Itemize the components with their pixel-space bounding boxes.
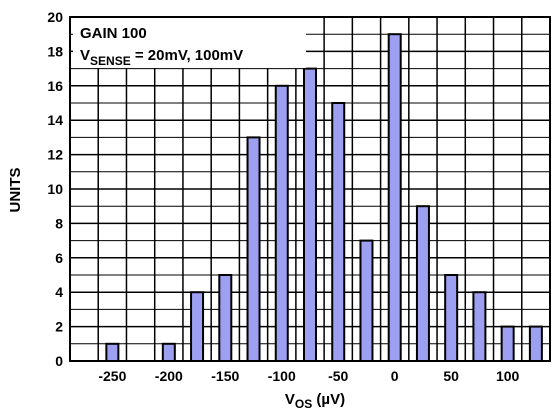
annotation-box xyxy=(73,18,306,68)
x-tick-label: 0 xyxy=(391,368,399,384)
bar xyxy=(415,205,430,362)
bars xyxy=(105,33,543,363)
x-axis-title-sub: OS xyxy=(295,397,312,411)
x-tick-label: 100 xyxy=(496,368,520,384)
y-tick-label: 0 xyxy=(55,353,63,369)
bar xyxy=(161,342,176,362)
x-axis-title: VOS (µV) xyxy=(285,391,345,411)
annotation-gain: GAIN 100 xyxy=(80,25,147,42)
bar xyxy=(444,274,459,362)
bar xyxy=(500,325,515,363)
y-tick-label: 6 xyxy=(55,250,63,266)
y-tick-label: 14 xyxy=(47,112,63,128)
x-tick-label: -50 xyxy=(328,368,348,384)
y-tick-label: 20 xyxy=(47,9,63,25)
bar xyxy=(359,239,374,363)
y-axis-title: UNITS xyxy=(7,168,24,213)
annotation-vsense-main: V xyxy=(80,47,90,64)
x-tick-label: -100 xyxy=(268,368,296,384)
bar xyxy=(303,67,317,362)
annotation-vsense-sub: SENSE xyxy=(90,54,131,68)
x-tick-label: 50 xyxy=(443,368,459,384)
bar xyxy=(105,342,120,362)
y-tick-label: 16 xyxy=(47,78,63,94)
y-tick-label: 2 xyxy=(55,319,63,335)
bar xyxy=(331,102,346,362)
y-tick-label: 4 xyxy=(55,284,63,300)
x-tick-label: -250 xyxy=(98,368,126,384)
y-tick-label: 8 xyxy=(55,215,63,231)
annotation-vsense-rest: = 20mV, 100mV xyxy=(131,47,243,64)
bar xyxy=(274,84,289,363)
annotation-vsense: VSENSE = 20mV, 100mV xyxy=(80,47,243,68)
bar xyxy=(246,136,261,362)
x-axis-title-rest: (µV) xyxy=(312,391,345,408)
y-tick-label: 18 xyxy=(47,43,63,59)
tick-labels: 0 2 4 6 8 10 12 14 16 18 20 -250 -200 -150 -100 -50 0 50 1… xyxy=(47,9,519,384)
y-tick-label: 12 xyxy=(47,147,63,163)
y-tick-label: 10 xyxy=(47,181,63,197)
x-axis-title-main: V xyxy=(285,391,295,408)
bar xyxy=(218,274,233,362)
bar xyxy=(472,291,487,363)
x-tick-label: -200 xyxy=(155,368,183,384)
bar xyxy=(528,325,543,363)
x-tick-label: -150 xyxy=(211,368,239,384)
bar xyxy=(190,291,205,363)
bar xyxy=(387,33,402,362)
